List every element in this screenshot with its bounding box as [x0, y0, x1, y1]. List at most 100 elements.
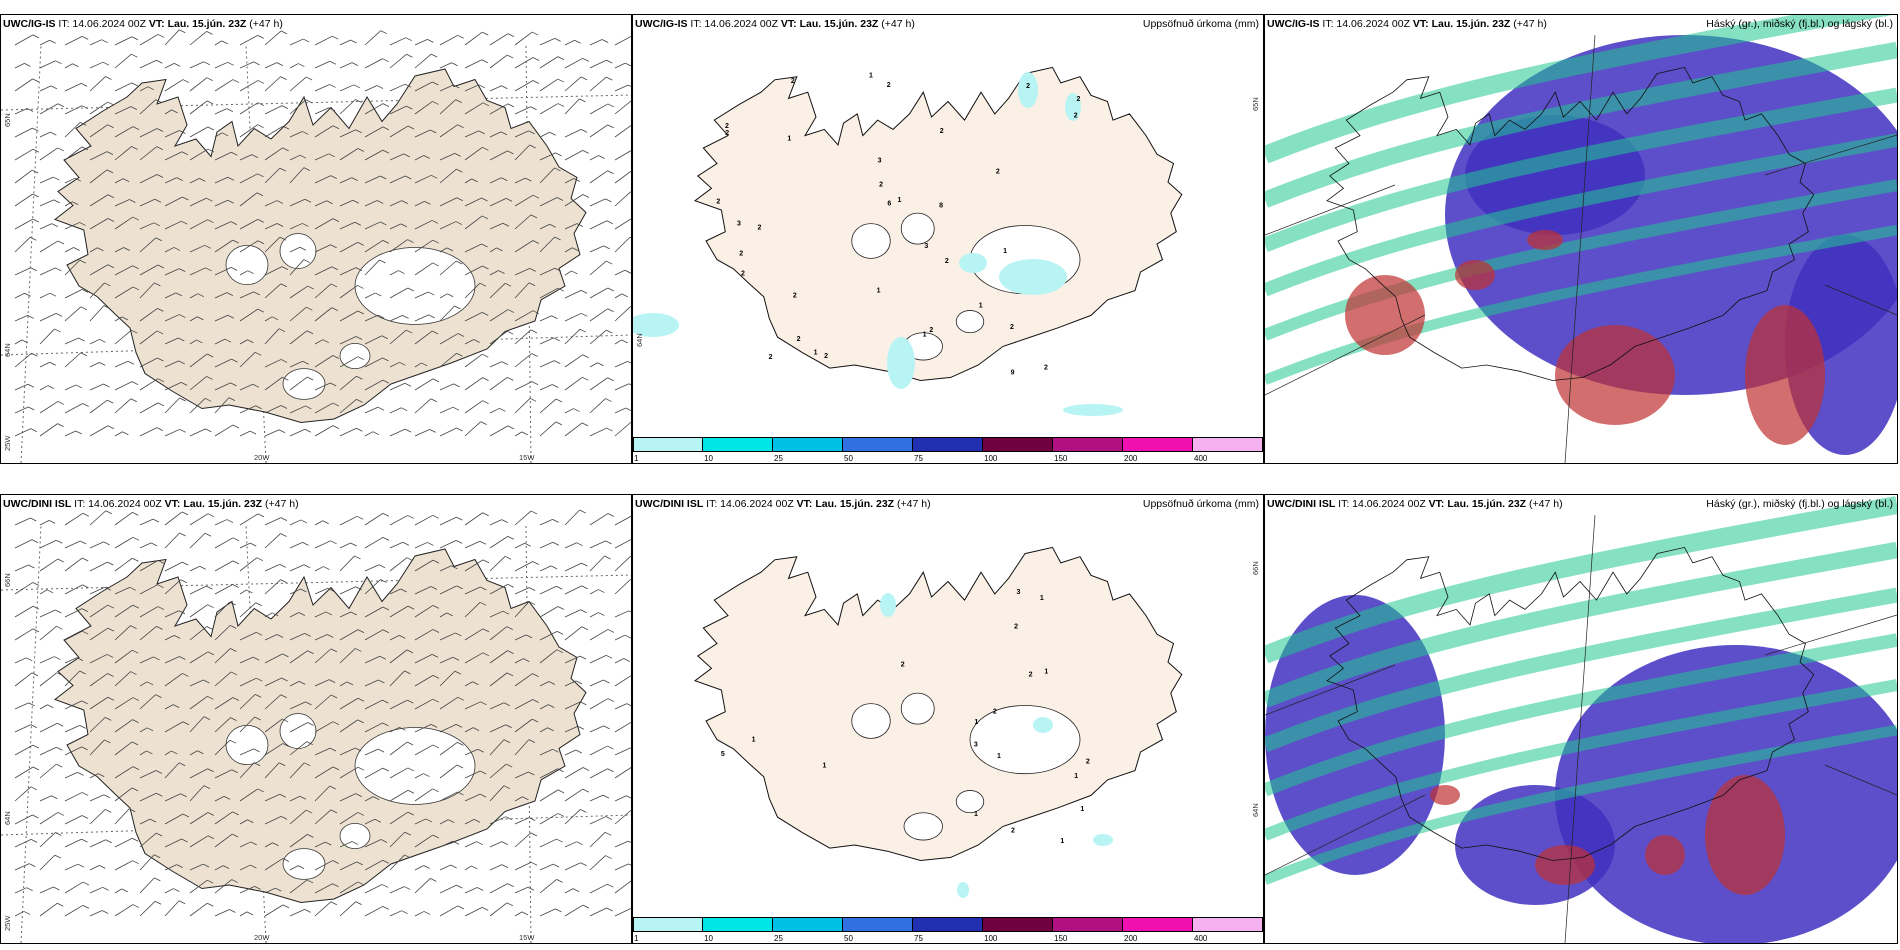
wind-barb: [564, 194, 590, 207]
wind-barb: [14, 218, 40, 230]
wind-barb: [364, 679, 385, 687]
wind-barb: [39, 704, 54, 710]
panel-title: UWC/IG-IS IT: 14.06.2024 00Z VT: Lau. 15…: [3, 18, 283, 30]
wind-barb: [364, 85, 384, 92]
wind-barb: [164, 382, 188, 391]
wind-barb: [139, 656, 160, 664]
wind-barb: [489, 407, 506, 414]
wind-barb: [339, 841, 359, 848]
high-cloud-band: [1265, 224, 1897, 385]
wind-barb: [164, 793, 187, 802]
wind-barb: [489, 816, 512, 825]
wind-barb: [214, 424, 240, 437]
wind-barb: [289, 154, 307, 161]
wind-barb: [264, 76, 287, 92]
wind-barb: [339, 84, 360, 92]
wind-barb: [614, 170, 631, 184]
wind-barb: [139, 518, 160, 526]
wind-barb: [364, 30, 387, 46]
wind-barb: [389, 223, 408, 230]
wind-barb: [189, 750, 204, 756]
wind-barb: [289, 376, 314, 391]
colorbar: 1 10 25 50 75 100 150 200 400: [633, 917, 1263, 943]
wind-barb: [414, 629, 440, 641]
colorbar-tick: 50: [844, 454, 853, 463]
wind-barb: [339, 611, 357, 618]
wind-barb: [164, 511, 189, 526]
wind-barb: [214, 358, 238, 368]
glacier: [903, 812, 943, 841]
wind-barb: [614, 306, 631, 322]
wind-barb: [564, 725, 585, 733]
wind-barb: [614, 421, 631, 437]
wind-barb: [264, 858, 290, 871]
wind-barb: [64, 792, 89, 802]
wind-barb: [614, 150, 631, 161]
wind-barb: [89, 773, 105, 779]
wind-barb: [239, 405, 262, 414]
wind-barb: [39, 267, 62, 276]
wind-barb: [114, 787, 139, 802]
wind-barb: [314, 883, 339, 894]
wind-barb: [464, 770, 487, 779]
precip-value: 2: [791, 78, 795, 85]
wind-barb: [489, 672, 514, 687]
precip-area: [1033, 717, 1053, 733]
wind-barb: [139, 542, 158, 549]
wind-barb: [39, 609, 62, 618]
wind-barb: [364, 796, 380, 802]
wind-barb: [64, 105, 89, 115]
wind-barb: [89, 124, 114, 138]
high-cloud-band: [1265, 679, 1897, 841]
precip-panel-bottom: 3 2 2 1 1 2 1 2 1 2 2 1 5 1 1 1 1 1 3 UWC/DINI ISL IT: 14.…: [632, 494, 1264, 944]
wind-barb: [14, 887, 33, 894]
wind-barb: [339, 747, 362, 756]
wind-barb: [39, 292, 57, 299]
wind-barb: [89, 839, 112, 848]
wind-barb: [289, 542, 309, 549]
wind-barb: [14, 193, 39, 207]
graticule-line: [1, 574, 631, 591]
precip-value: 2: [940, 128, 944, 135]
wind-barb: [414, 514, 439, 526]
precip-value: 2: [1076, 96, 1080, 103]
wind-barb: [289, 588, 307, 595]
wind-barb: [164, 750, 178, 756]
wind-barb: [239, 430, 257, 437]
wind-barb: [64, 608, 89, 618]
wind-barb: [589, 377, 614, 391]
precip-value: 1: [898, 197, 902, 204]
wind-barb: [464, 601, 487, 618]
wind-barb: [339, 99, 362, 115]
wind-barb: [89, 76, 112, 92]
wind-barb: [189, 768, 214, 779]
wind-barb: [514, 510, 538, 526]
wind-barb: [414, 398, 438, 414]
wind-barb: [189, 695, 214, 710]
wind-barb: [564, 408, 580, 414]
wind-barb: [339, 62, 359, 69]
precip-value: 2: [901, 661, 905, 668]
precip-value: 1: [752, 736, 756, 743]
precip-value: 3: [1017, 589, 1021, 596]
wind-barb: [589, 513, 615, 526]
wind-barb: [89, 586, 111, 595]
lon-label: 25W: [3, 915, 12, 931]
wind-barb: [564, 76, 588, 92]
precip-value: 2: [996, 169, 1000, 176]
wind-barb: [314, 339, 329, 345]
wind-barb: [214, 239, 239, 253]
wind-barb: [439, 840, 460, 848]
wind-barb: [389, 37, 412, 46]
high-cloud-band: [1265, 541, 1897, 708]
precip-value: 1: [1074, 773, 1078, 780]
low-cloud-area: [1527, 230, 1563, 250]
wind-barb: [14, 236, 37, 253]
wind-barb: [564, 328, 587, 345]
wind-barb: [439, 656, 460, 664]
wind-barb: [339, 515, 364, 526]
wind-barb: [589, 124, 614, 138]
wind-barb: [139, 128, 164, 138]
wind-barb: [564, 98, 586, 115]
wind-barb: [289, 701, 312, 710]
